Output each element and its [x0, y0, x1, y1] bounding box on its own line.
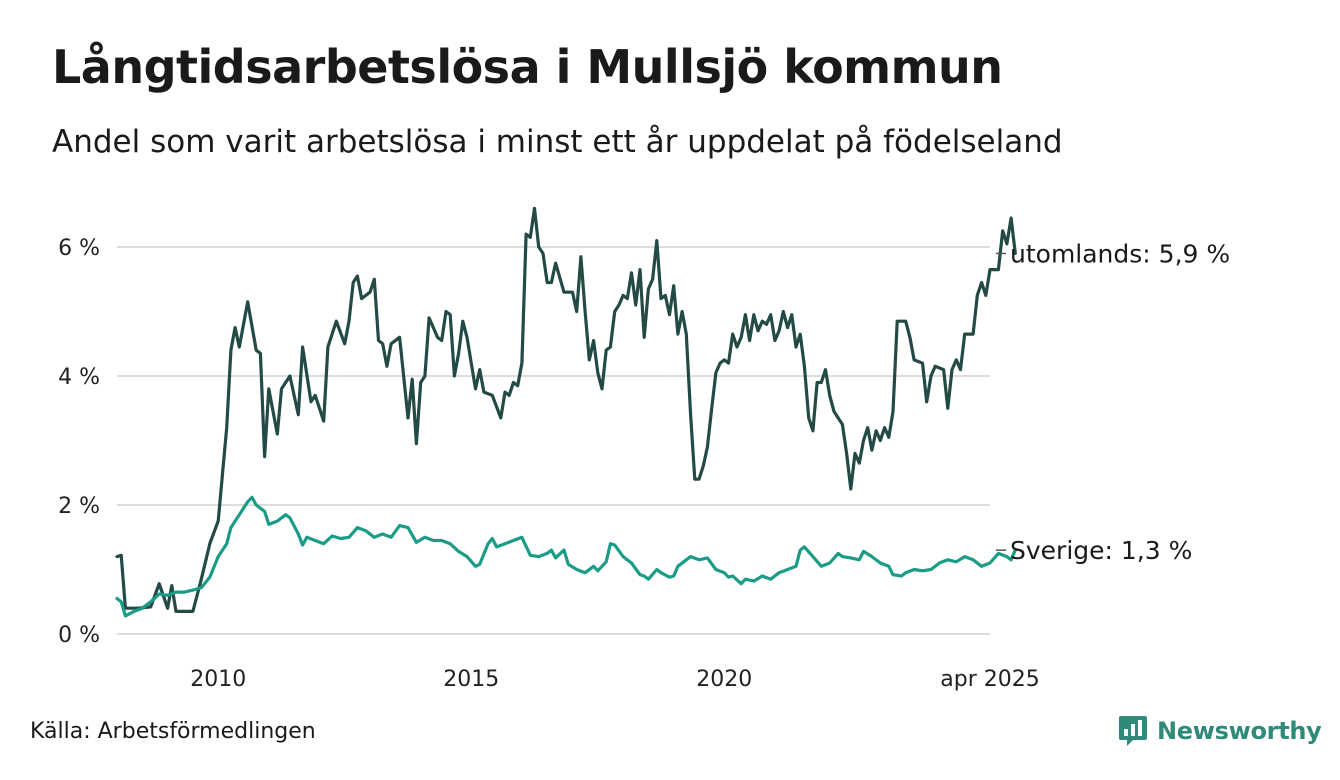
brand-logo: Newsworthy [1118, 714, 1322, 748]
series-end-labels: utomlands: 5,9 % Sverige: 1,3 % [996, 239, 1230, 565]
source-note: Källa: Arbetsförmedlingen [30, 719, 316, 744]
series-line-Sverige [115, 495, 1017, 618]
brand-name: Newsworthy [1157, 717, 1322, 745]
series-line-utomlands [115, 206, 1017, 613]
chart-subtitle: Andel som varit arbetslösa i minst ett å… [52, 124, 1063, 160]
series-lines [115, 206, 1017, 618]
y-tick-label: 6 % [58, 236, 100, 261]
end-label-utomlands: utomlands: 5,9 % [1010, 239, 1230, 268]
newsworthy-logo-icon [1119, 716, 1147, 746]
x-tick-label: apr 2025 [940, 667, 1039, 692]
x-tick-label: 2020 [696, 667, 752, 692]
y-grid [117, 246, 990, 635]
y-tick-label: 4 % [58, 365, 100, 390]
chart-title: Långtidsarbetslösa i Mullsjö kommun [52, 40, 1003, 94]
x-tick-label: 2015 [443, 667, 499, 692]
x-axis-ticks: 2010 2015 2020 apr 2025 [190, 667, 1040, 692]
y-tick-label: 0 % [58, 623, 100, 648]
end-label-Sverige: Sverige: 1,3 % [1010, 536, 1192, 565]
y-tick-label: 2 % [58, 494, 100, 519]
y-axis-ticks: 0 % 2 % 4 % 6 % [58, 236, 100, 648]
x-tick-label: 2010 [190, 667, 246, 692]
